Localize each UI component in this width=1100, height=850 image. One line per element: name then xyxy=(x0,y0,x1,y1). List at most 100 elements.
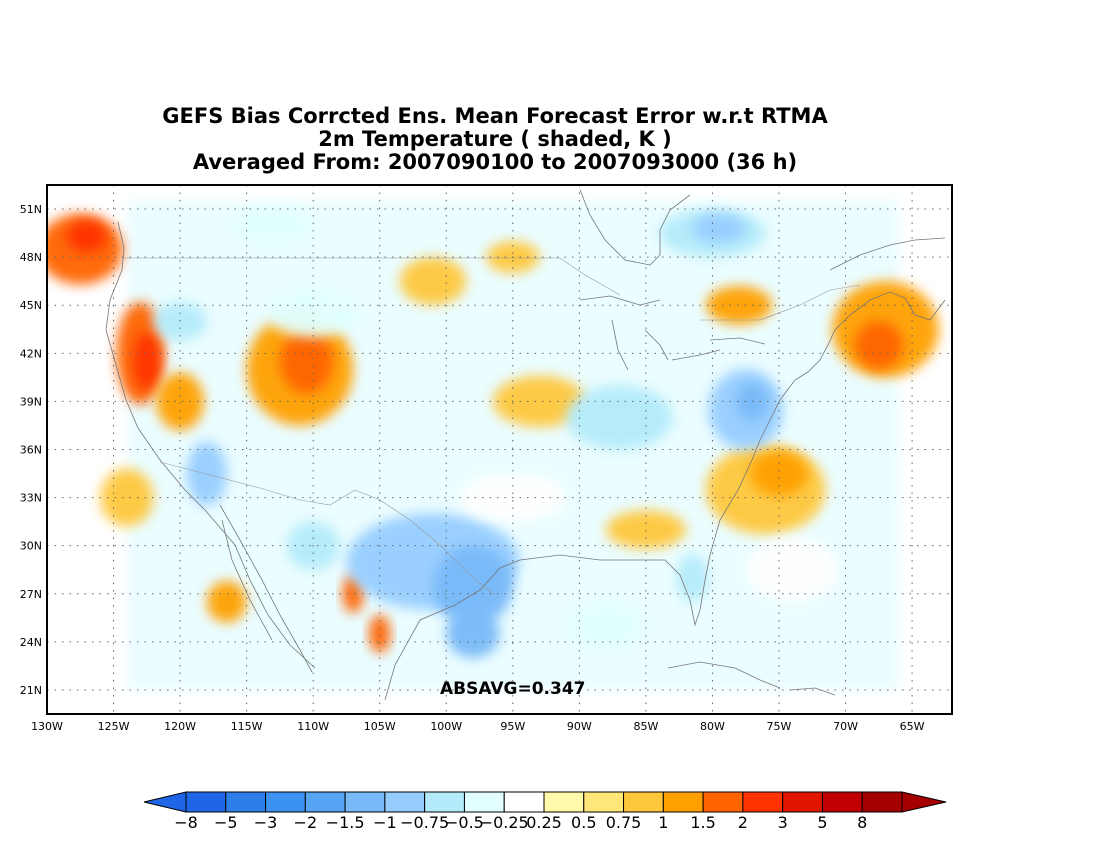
colorbar-label: 0.75 xyxy=(606,813,642,832)
absavg-annotation: ABSAVG=0.347 xyxy=(440,679,586,699)
field-blob xyxy=(156,372,205,431)
colorbar-swatch xyxy=(344,791,386,813)
colorbar-label: 5 xyxy=(817,813,827,832)
colorbar-label: −8 xyxy=(174,813,198,832)
field-blob xyxy=(279,329,334,394)
colorbar-label: −3 xyxy=(254,813,278,832)
field-blob xyxy=(705,285,773,325)
baja-coastline xyxy=(219,504,313,673)
lat-tick-label: 24N xyxy=(20,636,42,649)
us-canada-border xyxy=(122,257,861,321)
colorbar-swatch xyxy=(821,791,863,813)
colorbar-swatch xyxy=(384,791,426,813)
cuba-coastline xyxy=(667,661,781,689)
field-blob xyxy=(399,257,467,306)
lat-tick-label: 27N xyxy=(20,588,42,601)
hispaniola-coastline xyxy=(789,687,836,696)
colorbar-swatch xyxy=(742,791,784,813)
lon-tick-label: 120W xyxy=(164,720,196,733)
lat-tick-label: 33N xyxy=(20,492,42,505)
lat-tick-label: 48N xyxy=(20,251,42,264)
field-blob xyxy=(605,510,686,549)
gulf-coastline xyxy=(384,554,711,701)
lon-tick-label: 85W xyxy=(633,720,658,733)
graticule-grid xyxy=(47,185,952,714)
lat-tick-label: 21N xyxy=(20,684,42,697)
colorbar-swatch xyxy=(265,791,306,813)
canada-east-coast xyxy=(829,237,946,271)
colorbar-label: 0.25 xyxy=(526,813,562,832)
colorbar-swatch xyxy=(583,791,625,813)
lon-tick-label: 100W xyxy=(430,720,462,733)
colorbar-swatch xyxy=(662,791,704,813)
field-blob xyxy=(206,580,247,623)
field-blob xyxy=(369,614,391,654)
title-line-2: 2m Temperature ( shaded, K ) xyxy=(318,127,672,151)
atlantic-coastline xyxy=(709,291,946,556)
field-blob xyxy=(186,441,227,506)
field-blob xyxy=(749,451,809,496)
field-blob xyxy=(676,553,709,602)
hudson-bay-coast xyxy=(579,189,691,266)
lat-tick-label: 36N xyxy=(20,444,42,457)
field-blob xyxy=(133,332,161,391)
colorbar-label: −5 xyxy=(214,813,238,832)
lon-tick-label: 65W xyxy=(900,720,925,733)
lon-tick-label: 115W xyxy=(231,720,263,733)
field-blob xyxy=(446,609,500,658)
us-mexico-border xyxy=(159,461,496,596)
colorbar: −8 −5 −3 −2 −1.5 −1 −0.75−0.5−0.250.25 0.5 0.75 1… xyxy=(143,791,947,832)
colorbar-swatch xyxy=(503,791,545,813)
lon-tick-label: 125W xyxy=(98,720,130,733)
lon-tick-label: 70W xyxy=(833,720,858,733)
field-blob xyxy=(492,375,587,428)
colorbar-swatch xyxy=(225,791,267,813)
political-borders xyxy=(122,257,861,596)
colorbar-label: −1 xyxy=(373,813,397,832)
field-blob xyxy=(566,385,673,450)
field-blob xyxy=(745,537,839,602)
colorbar-swatch xyxy=(861,791,903,813)
colorbar-label: 8 xyxy=(857,813,867,832)
temperature-error-field xyxy=(47,201,939,690)
field-background-wash xyxy=(126,201,899,690)
colorbar-label: −0.75 xyxy=(400,813,449,832)
colorbar-label: −0.25 xyxy=(480,813,529,832)
lon-tick-label: 75W xyxy=(767,720,792,733)
colorbar-label: −2 xyxy=(294,813,318,832)
lon-tick-label: 90W xyxy=(567,720,592,733)
colorbar-over-arrow xyxy=(901,791,947,813)
colorbar-label: 1.5 xyxy=(690,813,715,832)
lat-tick-label: 45N xyxy=(20,299,42,312)
colorbar-swatch xyxy=(304,791,346,813)
coastlines xyxy=(105,189,946,701)
colorbar-label: 2 xyxy=(738,813,748,832)
field-blob xyxy=(692,213,746,243)
title-line-3: Averaged From: 2007090100 to 2007093000 … xyxy=(192,150,798,174)
field-blob xyxy=(66,220,107,253)
lon-tick-label: 80W xyxy=(700,720,725,733)
colorbar-label: 1 xyxy=(658,813,668,832)
colorbar-label: 0.5 xyxy=(571,813,596,832)
great-lakes-outline xyxy=(579,295,766,371)
map-frame xyxy=(46,184,953,715)
lat-tick-label: 30N xyxy=(20,540,42,553)
lon-tick-label: 110W xyxy=(297,720,329,733)
field-blob xyxy=(100,468,154,527)
lat-tick-label: 42N xyxy=(20,347,42,360)
title-line-1: GEFS Bias Corrcted Ens. Mean Forecast Er… xyxy=(162,104,828,128)
colorbar-under-arrow xyxy=(143,791,187,813)
colorbar-swatch xyxy=(543,791,585,813)
lon-tick-label: 105W xyxy=(364,720,396,733)
lon-tick-label: 130W xyxy=(31,720,63,733)
latitude-labels: 51N 48N 45N 42N 39N 36N 33N 30N 27N 24N 21N xyxy=(20,203,42,697)
colorbar-label: −0.5 xyxy=(445,813,484,832)
lat-tick-label: 39N xyxy=(20,395,42,408)
lon-tick-label: 95W xyxy=(500,720,525,733)
colorbar-label: 3 xyxy=(778,813,788,832)
colorbar-swatch xyxy=(782,791,823,813)
field-blob xyxy=(854,321,903,370)
field-blob xyxy=(566,601,646,650)
colorbar-swatch xyxy=(424,791,465,813)
colorbar-swatch xyxy=(702,791,744,813)
